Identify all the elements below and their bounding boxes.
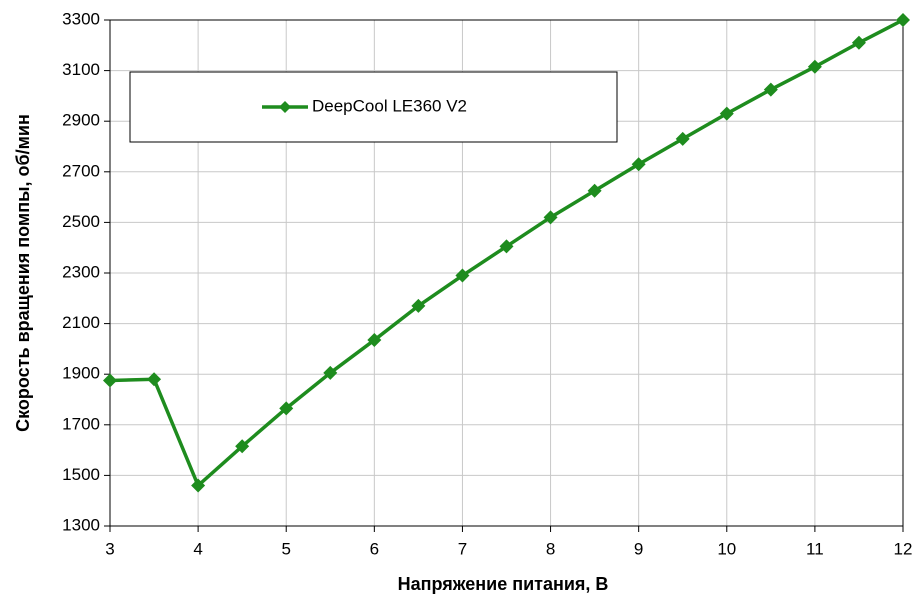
- y-axis-title: Скорость вращения помпы, об/мин: [13, 114, 33, 432]
- x-axis-title: Напряжение питания, В: [398, 574, 609, 594]
- x-tick-label: 6: [370, 539, 379, 558]
- x-tick-label: 3: [105, 539, 114, 558]
- data-point: [587, 183, 602, 198]
- legend-box: [129, 71, 618, 143]
- data-point: [499, 239, 514, 254]
- data-point: [763, 82, 778, 97]
- legend-label: DeepCool LE360 V2: [312, 96, 467, 115]
- y-tick-label: 1300: [62, 515, 100, 534]
- y-tick-label: 3300: [62, 9, 100, 28]
- data-point: [719, 106, 734, 121]
- data-point: [455, 268, 470, 283]
- data-point: [235, 439, 250, 454]
- legend-marker: [279, 101, 291, 113]
- x-tick-label: 7: [458, 539, 467, 558]
- y-tick-label: 3100: [62, 60, 100, 79]
- data-point: [896, 13, 910, 27]
- data-point: [631, 157, 646, 172]
- x-tick-label: 10: [717, 539, 736, 558]
- y-tick-label: 2500: [62, 212, 100, 231]
- y-tick-label: 2900: [62, 111, 100, 130]
- data-point: [851, 35, 866, 50]
- data-point: [147, 372, 162, 387]
- data-point: [411, 298, 426, 313]
- x-tick-label: 4: [193, 539, 202, 558]
- data-point: [675, 131, 690, 146]
- data-point: [543, 210, 558, 225]
- y-tick-label: 2700: [62, 161, 100, 180]
- y-tick-label: 2100: [62, 313, 100, 332]
- data-point: [323, 365, 338, 380]
- x-tick-label: 11: [806, 539, 824, 558]
- x-tick-label: 9: [634, 539, 643, 558]
- x-tick-label: 12: [894, 539, 913, 558]
- x-tick-label: 8: [546, 539, 555, 558]
- data-point: [103, 373, 117, 388]
- data-point: [807, 59, 822, 74]
- y-tick-label: 1900: [62, 364, 100, 383]
- data-point: [367, 333, 382, 348]
- data-point: [191, 478, 206, 493]
- data-point: [279, 401, 294, 416]
- y-tick-label: 1700: [62, 414, 100, 433]
- y-tick-label: 1500: [62, 465, 100, 484]
- x-tick-label: 5: [281, 539, 290, 558]
- plot-border: [109, 19, 904, 527]
- y-tick-label: 2300: [62, 262, 100, 281]
